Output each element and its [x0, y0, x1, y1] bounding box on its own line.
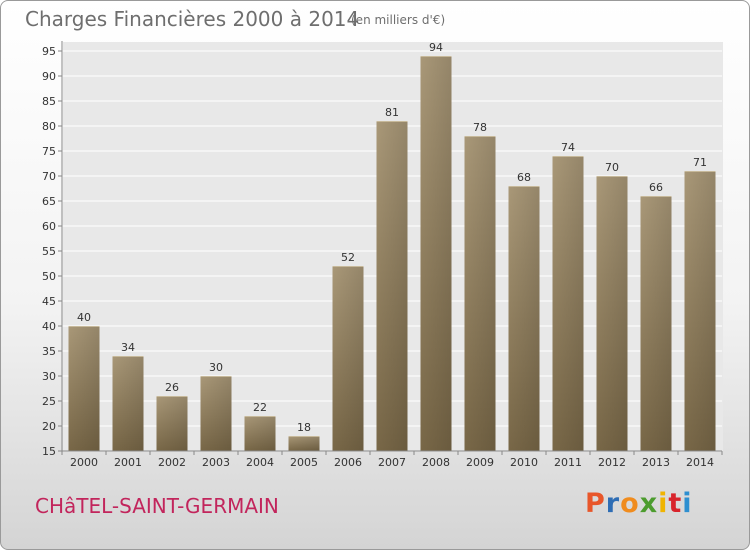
proxiti-logo[interactable]: Proxiti: [585, 488, 693, 519]
data-label: 22: [253, 401, 267, 414]
bar-shade: [464, 136, 496, 451]
logo-letter: t: [668, 488, 683, 519]
bar-layer: 40 34 26 30 22 18 52 81 94 78 68 74 70 66 71: [68, 41, 716, 451]
axis-layer: 15 20 25 30 35 40 45 50 55 60 65 70 75 80 85 90 95 2000 20…: [42, 41, 723, 469]
x-tick-label: 2007: [378, 456, 406, 469]
x-tick-label: 2010: [510, 456, 538, 469]
y-tick-label: 90: [42, 70, 56, 83]
bar-shade: [112, 356, 144, 451]
data-label: 52: [341, 251, 355, 264]
data-label: 78: [473, 121, 487, 134]
bar-shade: [332, 266, 364, 451]
y-tick-label: 70: [42, 170, 56, 183]
y-tick-label: 20: [42, 420, 56, 433]
logo-letter: i: [658, 488, 669, 519]
data-label: 26: [165, 381, 179, 394]
x-tick-label: 2009: [466, 456, 494, 469]
x-tick-label: 2004: [246, 456, 274, 469]
bar-shade: [200, 376, 232, 451]
x-tick-label: 2003: [202, 456, 230, 469]
chart-subtitle: (en milliers d'€): [351, 13, 446, 27]
data-label: 30: [209, 361, 223, 374]
data-label: 34: [121, 341, 135, 354]
bar-shade: [552, 156, 584, 451]
y-tick-label: 40: [42, 320, 56, 333]
y-tick-label: 75: [42, 145, 56, 158]
y-tick-label: 65: [42, 195, 56, 208]
logo-letter: o: [620, 488, 640, 519]
data-label: 66: [649, 181, 663, 194]
data-label: 94: [429, 41, 443, 54]
bar-shade: [508, 186, 540, 451]
data-label: 81: [385, 106, 399, 119]
bar-shade: [68, 326, 100, 451]
bar-shade: [420, 56, 452, 451]
bar-shade: [156, 396, 188, 451]
bar-shade: [288, 436, 320, 451]
bar-shade: [376, 121, 408, 451]
x-tick-label: 2006: [334, 456, 362, 469]
y-tick-label: 95: [42, 45, 56, 58]
data-label: 68: [517, 171, 531, 184]
y-tick-label: 35: [42, 345, 56, 358]
logo-letter: r: [605, 488, 621, 519]
data-label: 70: [605, 161, 619, 174]
bar-shade: [596, 176, 628, 451]
y-tick-label: 15: [42, 445, 56, 458]
x-tick-label: 2014: [686, 456, 714, 469]
x-tick-label: 2011: [554, 456, 582, 469]
commune-name: CHâTEL-SAINT-GERMAIN: [35, 494, 279, 518]
data-label: 71: [693, 156, 707, 169]
y-tick-label: 55: [42, 245, 56, 258]
x-tick-label: 2012: [598, 456, 626, 469]
data-label: 40: [77, 311, 91, 324]
y-tick-label: 85: [42, 95, 56, 108]
bar-shade: [244, 416, 276, 451]
x-tick-label: 2001: [114, 456, 142, 469]
bar-shade: [684, 171, 716, 451]
logo-letter: P: [585, 488, 606, 519]
y-tick-label: 30: [42, 370, 56, 383]
y-tick-label: 60: [42, 220, 56, 233]
x-tick-label: 2008: [422, 456, 450, 469]
x-tick-label: 2000: [70, 456, 98, 469]
y-tick-label: 50: [42, 270, 56, 283]
chart-title: Charges Financières 2000 à 2014: [25, 7, 360, 31]
data-label: 18: [297, 421, 311, 434]
y-tick-label: 25: [42, 395, 56, 408]
x-tick-label: 2002: [158, 456, 186, 469]
y-tick-label: 80: [42, 120, 56, 133]
bar-shade: [640, 196, 672, 451]
logo-letter: x: [639, 488, 659, 519]
x-tick-label: 2013: [642, 456, 670, 469]
logo-letter: i: [682, 488, 693, 519]
data-label: 74: [561, 141, 575, 154]
y-tick-label: 45: [42, 295, 56, 308]
x-tick-label: 2005: [290, 456, 318, 469]
